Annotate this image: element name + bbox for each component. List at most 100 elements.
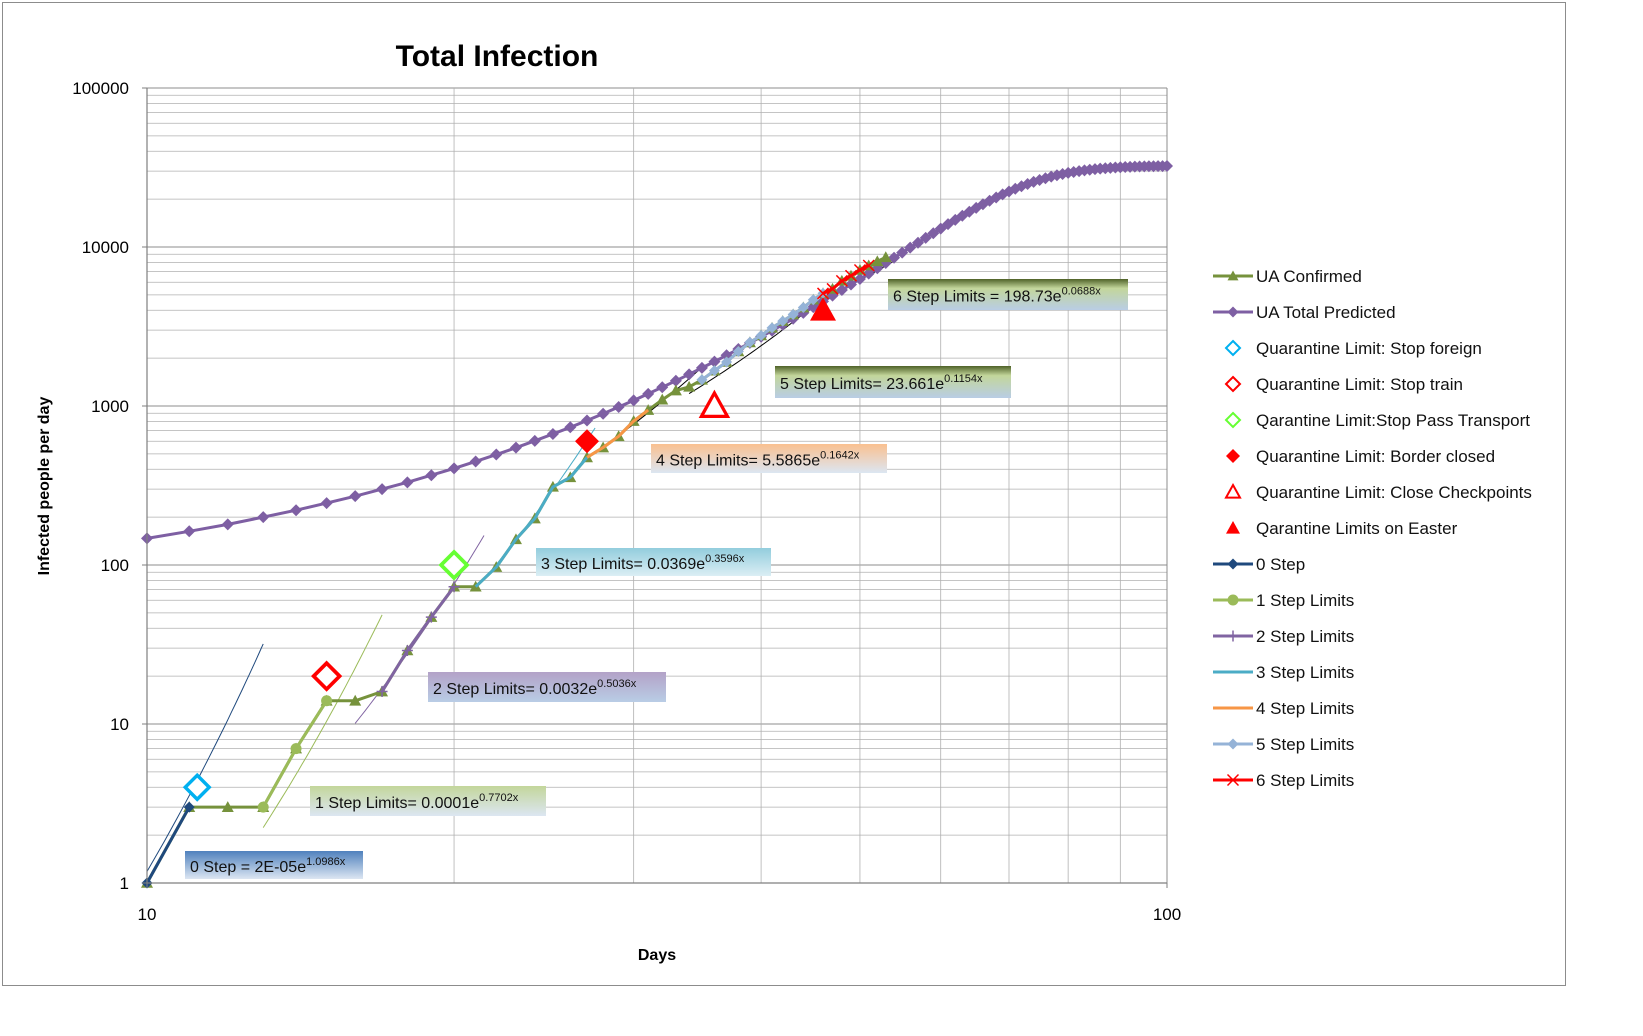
legend-item-6: Quarantine Limit: Close Checkpoints: [1224, 482, 1532, 502]
legend-label: Quarantine Limit: Close Checkpoints: [1256, 483, 1532, 502]
data-point: [696, 374, 708, 386]
data-point: [310, 660, 343, 692]
legend-swatch-marker: [1227, 558, 1239, 570]
series-13: [696, 287, 829, 386]
legend-label: Quarantine Limit: Stop train: [1256, 375, 1463, 394]
data-point: [927, 227, 940, 240]
legend-label: 1 Step Limits: [1256, 591, 1354, 610]
series-10: [376, 581, 460, 698]
y-axis-label: Infected people per day: [36, 397, 53, 576]
data-point: [787, 308, 799, 320]
data-point: [509, 441, 522, 454]
trendline-1: [262, 614, 383, 828]
data-point: [879, 251, 892, 263]
data-point: [777, 315, 789, 327]
data-point: [425, 611, 437, 623]
series: [141, 160, 1173, 889]
equation-label-4: 4 Step Limits= 5.5865e0.1642x: [651, 444, 887, 473]
legend-item-2: Quarantine Limit: Stop foreign: [1224, 339, 1482, 358]
data-point: [546, 427, 559, 440]
data-point: [656, 393, 669, 405]
data-point: [816, 287, 830, 300]
legend-swatch-marker: [1226, 521, 1240, 534]
grid: [147, 87, 1168, 884]
data-point: [612, 401, 625, 414]
equation-label-2: 2 Step Limits= 0.0032e0.5036x: [428, 672, 666, 702]
equation-label-text: 0 Step = 2E-05e1.0986x: [190, 856, 346, 876]
legend-swatch-marker: [1226, 449, 1240, 463]
data-point: [698, 389, 731, 419]
data-point: [320, 497, 333, 510]
data-point: [669, 374, 682, 387]
data-point: [708, 365, 720, 377]
y-tick-label: 1: [120, 874, 129, 893]
legend-label: 2 Step Limits: [1256, 627, 1354, 646]
series-9: [257, 695, 333, 813]
data-point: [401, 476, 414, 489]
legend-swatch-marker: [1227, 630, 1239, 642]
equation-label-box: [185, 851, 363, 879]
data-point: [257, 511, 270, 524]
data-point: [708, 355, 721, 368]
legend-item-5: Quarantine Limit: Border closed: [1226, 447, 1495, 466]
series-line: [380, 585, 456, 693]
data-point: [732, 345, 744, 357]
series-5: [574, 429, 599, 454]
equation-label-text: 1 Step Limits= 0.0001e0.7702x: [315, 792, 519, 812]
legend-label: Quarantine Limit: Stop foreign: [1256, 339, 1482, 358]
data-point: [257, 801, 269, 813]
data-point: [797, 302, 809, 314]
series-line: [474, 456, 589, 588]
equation-label-box: [651, 444, 887, 473]
legend-label: 6 Step Limits: [1256, 771, 1354, 790]
equation-label-box: [536, 548, 771, 576]
series-7: [810, 297, 837, 321]
legend-item-12: 4 Step Limits: [1213, 699, 1354, 718]
data-point: [835, 284, 848, 297]
equation-label-1: 1 Step Limits= 0.0001e0.7702x: [310, 786, 546, 816]
x-tick-label: 10: [138, 905, 157, 924]
data-point: [627, 394, 640, 407]
legend-label: Qarantine Limits on Easter: [1256, 519, 1458, 538]
data-point: [744, 336, 756, 348]
equation-label-text: 2 Step Limits= 0.0032e0.5036x: [433, 678, 637, 698]
data-point: [438, 549, 470, 581]
data-point: [853, 272, 866, 285]
x-axis-label: Days: [638, 947, 676, 964]
data-point: [835, 274, 848, 287]
equation-label-box: [428, 672, 666, 702]
data-point: [888, 251, 901, 264]
legend-label: UA Confirmed: [1256, 267, 1362, 286]
data-point: [182, 772, 212, 802]
trendline-0: [146, 643, 264, 872]
legend-item-10: 2 Step Limits: [1213, 627, 1354, 646]
axes: 1 10 100 1000 10000 100000 10 100: [72, 79, 1181, 924]
series-line: [586, 408, 650, 459]
data-point: [810, 297, 837, 321]
equation-label-6: 6 Step Limits = 198.73e0.0688x: [888, 279, 1128, 310]
legend-item-1: UA Total Predicted: [1213, 303, 1396, 322]
equation-label-text: 5 Step Limits= 23.661e0.1154x: [780, 373, 983, 393]
data-point: [896, 246, 909, 259]
y-tick-label: 10: [110, 715, 129, 734]
legend-item-3: Quarantine Limit: Stop train: [1224, 375, 1463, 394]
legend-item-9: 1 Step Limits: [1213, 591, 1354, 610]
data-point: [683, 380, 696, 392]
data-point: [919, 231, 932, 244]
chart-title: Total Infection: [396, 40, 599, 73]
equation-label-text: 4 Step Limits= 5.5865e0.1642x: [656, 450, 860, 470]
data-point: [721, 356, 733, 368]
data-point: [766, 322, 778, 334]
chart-svg: Total Infection 0 Step = 2E-05e1.0986x 1 …: [36, 40, 1532, 964]
equation-label-5: 5 Step Limits= 23.661e0.1154x: [775, 366, 1011, 398]
legend: UA Confirmed UA Total Predicted Quarantine…: [1213, 267, 1532, 790]
data-point: [401, 644, 413, 656]
data-point: [826, 282, 839, 295]
series-4: [438, 549, 470, 581]
legend-label: 4 Step Limits: [1256, 699, 1354, 718]
series-3: [310, 660, 343, 692]
legend-label: 0 Step: [1256, 555, 1305, 574]
legend-label: UA Total Predicted: [1256, 303, 1396, 322]
equation-label-text: 3 Step Limits= 0.0369e0.3596x: [541, 553, 745, 573]
data-point: [580, 414, 593, 427]
